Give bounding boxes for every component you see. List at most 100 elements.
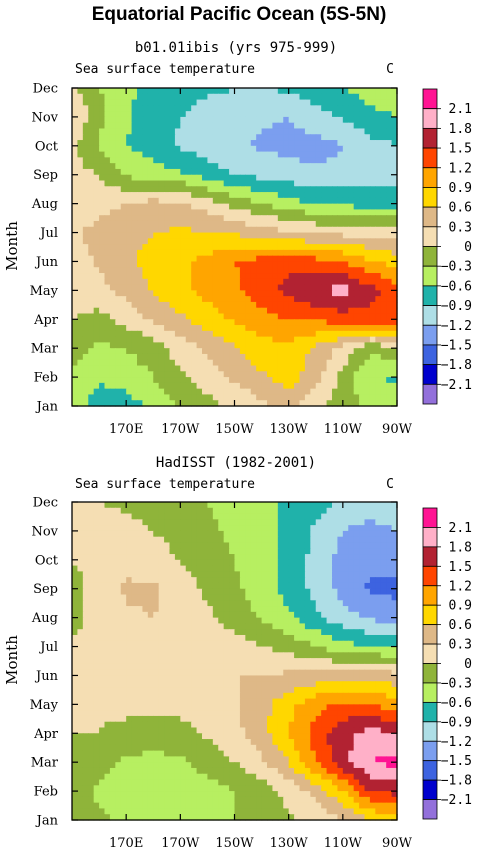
heatmap-cell <box>267 168 274 176</box>
heatmap-cell <box>104 134 111 141</box>
heatmap-cell <box>332 565 339 572</box>
heatmap-cell <box>142 238 149 245</box>
heatmap-cell <box>250 565 257 572</box>
heatmap-cell <box>120 548 127 555</box>
heatmap-cell <box>185 278 192 286</box>
heatmap-cell <box>99 600 106 607</box>
heatmap-cell <box>185 122 192 130</box>
heatmap-cell <box>77 116 84 124</box>
heatmap-cell <box>272 388 279 396</box>
heatmap-cell <box>315 513 322 520</box>
heatmap-cell <box>229 359 236 367</box>
heatmap-cell <box>294 93 301 101</box>
heatmap-cell <box>239 157 246 164</box>
heatmap-cell <box>223 249 230 257</box>
heatmap-cell <box>202 611 209 619</box>
heatmap-cell <box>250 342 257 349</box>
heatmap-cell <box>283 111 290 118</box>
heatmap-cell <box>245 336 252 343</box>
heatmap-cell <box>212 342 219 349</box>
heatmap-cell <box>250 186 257 193</box>
heatmap-cell <box>126 536 133 544</box>
heatmap-cell <box>147 519 154 526</box>
heatmap-cell <box>126 134 133 141</box>
heatmap-cell <box>174 244 181 251</box>
heatmap-cell <box>348 192 355 199</box>
heatmap-cell <box>191 394 198 401</box>
heatmap-cell <box>364 301 371 309</box>
heatmap-cell <box>364 307 371 315</box>
heatmap-cell <box>164 238 171 245</box>
heatmap-cell <box>72 342 79 349</box>
heatmap-cell <box>158 226 165 234</box>
heatmap-cell <box>158 530 165 538</box>
heatmap-cell <box>72 554 79 561</box>
heatmap-cell <box>294 542 301 549</box>
heatmap-cell <box>93 261 100 268</box>
heatmap-cell <box>126 377 133 384</box>
heatmap-cell <box>153 652 160 659</box>
heatmap-cell <box>380 174 387 182</box>
heatmap-cell <box>93 542 100 549</box>
heatmap-cell <box>223 353 230 361</box>
heatmap-cell <box>158 371 165 378</box>
heatmap-cell <box>332 606 339 613</box>
heatmap-cell <box>369 623 376 630</box>
heatmap-cell <box>88 105 95 112</box>
heatmap-cell <box>153 600 160 607</box>
heatmap-cell <box>326 629 333 636</box>
heatmap-cell <box>342 174 349 182</box>
heatmap-cell <box>147 348 154 355</box>
heatmap-cell <box>234 290 241 297</box>
heatmap-cell <box>369 105 376 112</box>
heatmap-cell <box>77 658 84 665</box>
heatmap-cell <box>104 629 111 636</box>
heatmap-cell <box>304 296 311 303</box>
heatmap-cell <box>380 382 387 390</box>
heatmap-cell <box>267 548 274 555</box>
heatmap-cell <box>164 600 171 607</box>
heatmap-cell <box>202 278 209 286</box>
heatmap-cell <box>88 640 95 648</box>
heatmap-cell <box>174 99 181 106</box>
heatmap-cell <box>375 145 382 153</box>
heatmap-cell <box>180 640 187 648</box>
heatmap-cell <box>115 646 122 653</box>
heatmap-cell <box>131 197 138 205</box>
heatmap-cell <box>277 319 284 326</box>
heatmap-cell <box>137 507 144 515</box>
heatmap-cell <box>337 307 344 315</box>
heatmap-cell <box>191 634 198 642</box>
heatmap-cell <box>99 611 106 619</box>
heatmap-cell <box>245 571 252 578</box>
heatmap-cell <box>88 530 95 538</box>
heatmap-cell <box>99 571 106 578</box>
heatmap-cell <box>304 203 311 211</box>
heatmap-cell <box>353 519 360 526</box>
heatmap-cell <box>196 600 203 607</box>
heatmap-cell <box>174 623 181 630</box>
heatmap-cell <box>245 582 252 590</box>
heatmap-cell <box>239 507 246 515</box>
heatmap-cell <box>321 284 328 291</box>
heatmap-cell <box>202 111 209 118</box>
heatmap-cell <box>375 105 382 112</box>
heatmap-cell <box>169 588 176 596</box>
heatmap-cell <box>353 400 360 407</box>
heatmap-cell <box>77 313 84 320</box>
heatmap-cell <box>202 157 209 164</box>
heatmap-cell <box>304 174 311 182</box>
heatmap-cell <box>283 168 290 176</box>
heatmap-cell <box>82 394 89 401</box>
heatmap-cell <box>353 180 360 187</box>
heatmap-cell <box>359 197 366 205</box>
heatmap-cell <box>185 145 192 153</box>
heatmap-cell <box>158 220 165 228</box>
heatmap-cell <box>120 606 127 613</box>
heatmap-cell <box>142 646 149 653</box>
heatmap-cell <box>353 163 360 170</box>
heatmap-cell <box>332 215 339 222</box>
heatmap-cell <box>277 606 284 613</box>
heatmap-cell <box>158 105 165 112</box>
heatmap-cell <box>169 168 176 176</box>
